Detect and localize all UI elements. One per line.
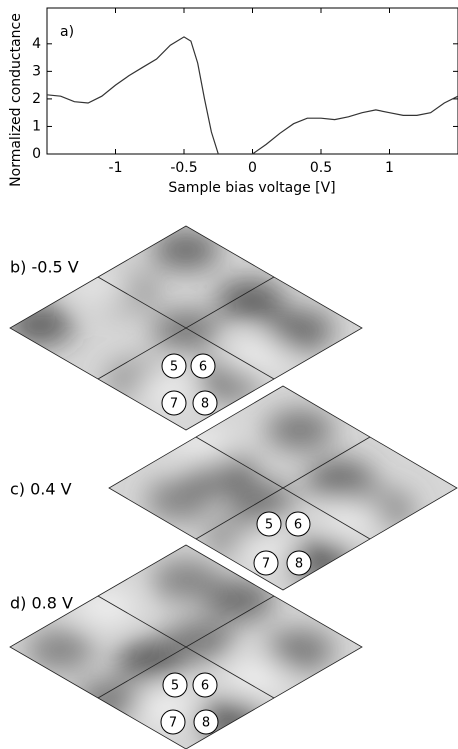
panel-label: d) 0.8 V — [10, 594, 73, 613]
y-tick-label: 1 — [32, 118, 41, 134]
x-tick-label: 0 — [248, 160, 257, 176]
site-number: 5 — [170, 360, 178, 375]
panel-label: a) — [60, 24, 74, 40]
site-number: 7 — [262, 557, 270, 572]
x-tick-label: -0.5 — [170, 160, 197, 176]
figure: a) Sample bias voltage [V] Normalized co… — [0, 0, 458, 749]
y-axis-label: Normalized conductance — [8, 13, 24, 187]
panel-label: c) 0.4 V — [10, 480, 72, 499]
site-number: 7 — [170, 397, 178, 412]
y-tick-label: 4 — [32, 36, 41, 52]
x-tick-label: -1 — [109, 160, 123, 176]
map-blob — [152, 310, 220, 350]
site-number: 5 — [171, 679, 179, 694]
x-axis-label: Sample bias voltage [V] — [168, 180, 335, 196]
conductance-line — [47, 37, 458, 154]
map-blob — [76, 591, 136, 623]
y-tick-label: 0 — [32, 146, 41, 162]
map-blob — [152, 560, 220, 600]
panel-label: b) -0.5 V — [10, 258, 79, 277]
map-blob — [226, 342, 286, 374]
map-texture — [6, 230, 334, 404]
site-number: 7 — [169, 716, 177, 731]
site-number: 8 — [295, 557, 303, 572]
map-blob — [226, 480, 294, 520]
map-blob — [266, 310, 334, 350]
x-tick-label: 0.5 — [310, 160, 332, 176]
map-blob — [166, 620, 234, 660]
site-number: 6 — [201, 679, 209, 694]
site-number: 6 — [294, 518, 302, 533]
site-number: 6 — [199, 360, 207, 375]
map-blob — [173, 432, 233, 464]
map-blob — [152, 230, 220, 270]
y-tick-label: 2 — [32, 91, 41, 107]
map-blob — [266, 630, 334, 670]
map-blob — [216, 280, 284, 320]
map-blob — [146, 480, 214, 520]
site-number: 8 — [202, 716, 210, 731]
map-blob — [26, 630, 94, 670]
site-number: 8 — [201, 397, 209, 412]
map-blob — [76, 680, 144, 720]
line-chart: a) Sample bias voltage [V] Normalized co… — [8, 8, 458, 196]
y-tick-label: 3 — [32, 63, 41, 79]
maps: b) -0.5 V 5 6 7 8 c) 0.4 V 5 6 7 8 d) 0.8 V 5 6 7 8 — [6, 226, 457, 749]
map-blob — [266, 410, 334, 450]
map-blob — [76, 272, 136, 304]
x-tick-label: 1 — [385, 160, 394, 176]
site-number: 5 — [265, 518, 273, 533]
plot-frame — [47, 8, 458, 154]
map-blob — [226, 661, 286, 693]
